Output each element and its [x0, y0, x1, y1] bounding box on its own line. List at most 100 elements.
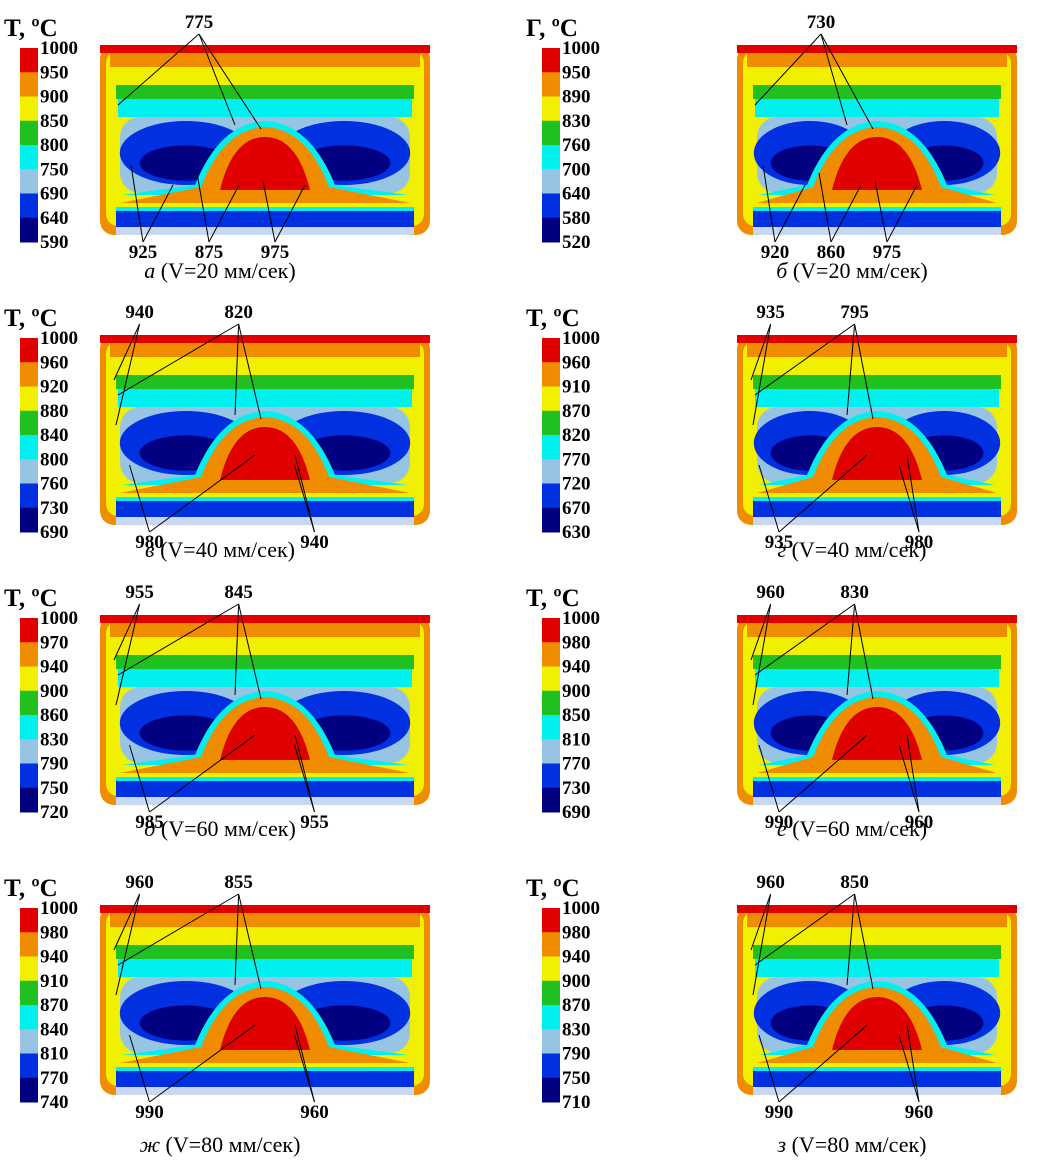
- callout-label: 730: [807, 12, 836, 33]
- legend-swatch: [542, 218, 560, 243]
- caption-letter: в: [145, 537, 155, 562]
- contour-band: [753, 207, 1001, 211]
- legend-value: 1000: [562, 38, 600, 59]
- legend-value: 770: [40, 1068, 69, 1089]
- contour-band: [116, 781, 414, 797]
- caption: б (V=20 мм/сек): [776, 258, 927, 283]
- legend-value: 700: [562, 159, 591, 180]
- panel: T, ºC10009509008508007506906405907759258…: [4, 12, 430, 283]
- legend-value: 940: [562, 657, 591, 678]
- caption-letter: ж: [140, 1132, 161, 1157]
- caption: ж (V=80 мм/сек): [140, 1132, 301, 1157]
- legend-value: 850: [40, 111, 69, 132]
- callout-label: 960: [756, 872, 785, 893]
- legend-swatch: [20, 981, 38, 1006]
- legend-value: 740: [40, 1092, 69, 1113]
- legend-value: 730: [562, 778, 591, 799]
- legend-value: 1000: [562, 608, 600, 629]
- legend-value: 920: [40, 377, 69, 398]
- legend-swatch: [542, 435, 560, 460]
- contour-band: [100, 905, 430, 913]
- contour-band: [755, 959, 999, 977]
- temperature-field: [100, 45, 430, 235]
- legend-value: 980: [562, 632, 591, 653]
- legend-swatch: [20, 218, 38, 243]
- legend-swatch: [20, 739, 38, 764]
- caption-text: (V=40 мм/сек): [792, 537, 927, 562]
- contour-band: [116, 1067, 414, 1071]
- legend-value: 900: [562, 681, 591, 702]
- legend-swatch: [542, 362, 560, 387]
- legend-value: 980: [40, 922, 69, 943]
- legend-value: 860: [40, 705, 69, 726]
- legend-value: 710: [562, 1092, 591, 1113]
- contour-band: [755, 99, 999, 117]
- contour-band: [737, 335, 1017, 343]
- legend-swatch: [542, 387, 560, 412]
- caption-letter: г: [778, 537, 787, 562]
- contour-band: [116, 227, 414, 235]
- callout-label: 955: [300, 812, 329, 833]
- callout-label: 795: [840, 302, 869, 323]
- callout-label: 820: [224, 302, 253, 323]
- contour-band: [753, 1067, 1001, 1071]
- legend-value: 870: [562, 401, 591, 422]
- contour-band: [114, 927, 416, 945]
- panel: T, ºC10009809409108708408107707409608559…: [4, 872, 430, 1157]
- legend-value: 1000: [562, 898, 600, 919]
- callout-label: 940: [300, 532, 329, 553]
- legend-value: 980: [562, 922, 591, 943]
- legend-value: 810: [562, 729, 591, 750]
- legend-swatch: [542, 459, 560, 484]
- legend-value: 580: [562, 208, 591, 229]
- caption-text: (V=40 мм/сек): [160, 537, 295, 562]
- caption-letter: д: [144, 816, 155, 841]
- contour-band: [110, 343, 420, 357]
- legend-swatch: [20, 362, 38, 387]
- legend-value: 910: [40, 971, 69, 992]
- legend-swatch: [542, 739, 560, 764]
- legend-swatch: [542, 691, 560, 716]
- legend-swatch: [542, 48, 560, 73]
- legend-swatch: [20, 642, 38, 667]
- caption: в (V=40 мм/сек): [145, 537, 295, 562]
- legend-value: 900: [40, 681, 69, 702]
- contour-band: [753, 797, 1001, 805]
- contour-band: [100, 335, 430, 343]
- temperature-field: [100, 335, 430, 525]
- callout-label: 960: [125, 872, 154, 893]
- legend-value: 760: [562, 135, 591, 156]
- legend-value: 790: [40, 754, 69, 775]
- legend-swatch: [20, 1054, 38, 1079]
- contour-band: [753, 85, 1001, 99]
- legend-swatch: [542, 908, 560, 933]
- legend-value: 520: [562, 232, 591, 253]
- legend-swatch: [542, 642, 560, 667]
- legend-value: 800: [40, 135, 69, 156]
- legend-value: 690: [40, 184, 69, 205]
- legend-swatch: [542, 957, 560, 982]
- contour-band: [751, 67, 1003, 85]
- callout-label: 960: [905, 1102, 934, 1123]
- legend-value: 720: [562, 474, 591, 495]
- contour-band: [118, 959, 412, 977]
- contour-band: [114, 67, 416, 85]
- callout-label: 855: [224, 872, 253, 893]
- legend-swatch: [20, 411, 38, 436]
- contour-band: [110, 913, 420, 927]
- legend-value: 940: [40, 657, 69, 678]
- legend-swatch: [20, 72, 38, 97]
- legend-value: 840: [40, 425, 69, 446]
- contour-band: [114, 637, 416, 655]
- legend-value: 900: [40, 87, 69, 108]
- legend-swatch: [20, 715, 38, 740]
- caption-text: (V=80 мм/сек): [166, 1132, 301, 1157]
- temperature-field: [737, 45, 1017, 235]
- legend-value: 830: [562, 111, 591, 132]
- legend-swatch: [542, 484, 560, 509]
- temperature-field: [737, 335, 1017, 525]
- contour-band: [114, 357, 416, 375]
- contour-band: [100, 615, 430, 623]
